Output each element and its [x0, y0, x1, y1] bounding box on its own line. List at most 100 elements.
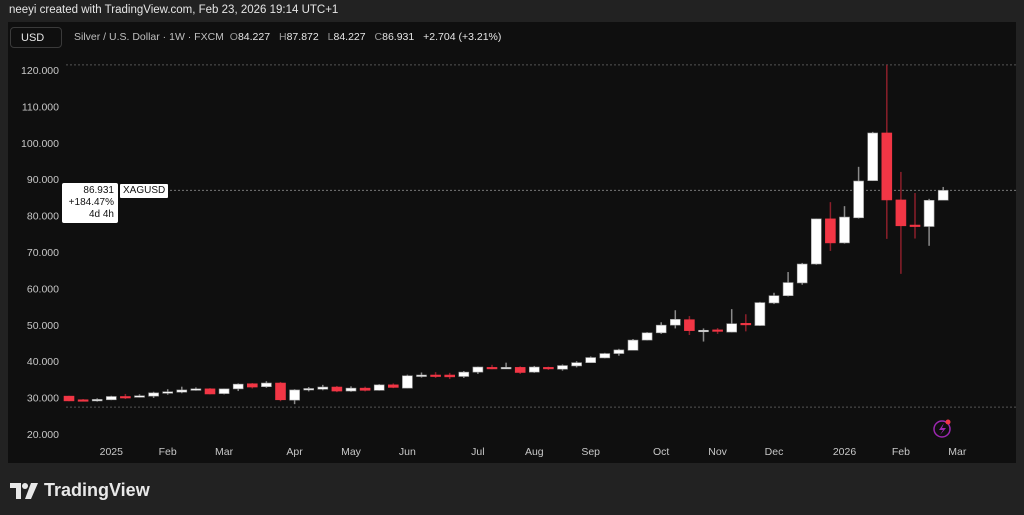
- open-label: O: [229, 31, 238, 43]
- candle-down: [712, 329, 723, 332]
- x-tick-label: Dec: [765, 446, 784, 458]
- chart-panel[interactable]: 20.000 30.000 40.000 50.000 60.000 70.000 80.0…: [8, 22, 1016, 463]
- candle-down: [77, 399, 89, 402]
- candle-up: [853, 180, 864, 219]
- y-tick-label: 110.000: [22, 101, 59, 113]
- open-value: 84.227: [237, 31, 271, 43]
- x-tick-label: Jun: [399, 446, 416, 458]
- x-tick-label: Sep: [581, 446, 600, 458]
- candle-up: [528, 366, 540, 373]
- candle-up: [571, 362, 582, 367]
- candle-down: [247, 383, 258, 388]
- candle-up: [416, 374, 427, 377]
- candle-up: [585, 357, 597, 363]
- candle-up: [345, 387, 357, 392]
- tradingview-logo-icon: [10, 482, 38, 499]
- y-tick-label: 80.000: [27, 211, 59, 223]
- candle-up: [937, 190, 949, 201]
- candle-down: [359, 387, 371, 391]
- candle-up: [148, 392, 159, 397]
- y-tick-label: 60.000: [27, 283, 59, 295]
- candle-up: [923, 200, 935, 227]
- candle-up: [867, 132, 879, 181]
- candle-up: [782, 282, 794, 296]
- candle-up: [754, 302, 766, 326]
- candle-down: [881, 132, 893, 201]
- candle-up: [500, 367, 512, 370]
- candle-down: [430, 374, 441, 377]
- candle-up: [655, 324, 667, 334]
- candle-up: [106, 396, 117, 401]
- x-tick-label: Mar: [948, 446, 967, 458]
- candle-up: [627, 339, 639, 351]
- candle-up: [839, 216, 850, 244]
- candle-up: [472, 366, 484, 373]
- candle-up: [134, 395, 145, 398]
- candle-up: [698, 329, 709, 333]
- candle-up: [613, 349, 625, 354]
- symbol-description: Silver / U.S. Dollar · 1W · FXCM: [74, 31, 224, 43]
- high-label: H: [279, 31, 287, 43]
- y-tick-label: 50.000: [27, 320, 59, 332]
- x-tick-label: Apr: [286, 446, 303, 458]
- change-percent: +184.47%: [68, 197, 114, 208]
- candle-up: [796, 263, 808, 284]
- y-tick-label: 120.000: [21, 65, 59, 77]
- low-value: 84.227: [333, 31, 366, 43]
- candle-down: [514, 367, 526, 373]
- x-tick-label: Feb: [892, 446, 910, 458]
- last-price: 86.931: [83, 185, 114, 196]
- candle-down: [444, 374, 456, 378]
- candle-down: [909, 224, 921, 227]
- candle-up: [91, 399, 103, 402]
- candle-down: [825, 218, 836, 244]
- y-tick-label: 70.000: [27, 247, 59, 259]
- x-tick-label: Jul: [471, 446, 484, 458]
- close-value: 86.931: [382, 31, 415, 43]
- candle-down: [387, 384, 399, 388]
- candle-up: [810, 218, 822, 265]
- candle-down: [275, 382, 286, 401]
- high-value: 87.872: [286, 31, 319, 43]
- x-tick-label: Oct: [653, 446, 669, 458]
- x-tick-label: Feb: [159, 446, 177, 458]
- bar-countdown: 4d 4h: [88, 209, 114, 220]
- logo-text: TradingView: [44, 480, 150, 500]
- candle-up: [641, 332, 653, 341]
- lightning-bolt-icon[interactable]: [933, 419, 951, 438]
- candle-down: [120, 396, 131, 399]
- candle-up: [162, 391, 173, 394]
- chart-credit: neeyi created with TradingView.com, Feb …: [9, 4, 339, 16]
- candle-up: [232, 383, 244, 390]
- candle-up: [218, 388, 230, 394]
- x-tick-label: Nov: [708, 446, 727, 458]
- candle-down: [63, 395, 75, 402]
- candle-up: [190, 388, 202, 391]
- last-price-label: 86.931 +184.47% 4d 4h: [62, 183, 118, 223]
- candle-down: [543, 367, 554, 370]
- candle-up: [557, 365, 568, 370]
- low-label: L: [327, 31, 334, 43]
- candle-down: [486, 367, 498, 370]
- candlestick-chart[interactable]: 20.000 30.000 40.000 50.000 60.000 70.000 80.0…: [8, 22, 1016, 463]
- currency-button[interactable]: USD: [10, 27, 62, 48]
- y-tick-label: 90.000: [27, 174, 59, 186]
- candle-up: [726, 323, 738, 333]
- candle-up: [669, 319, 681, 326]
- change-value: +2.704 (+3.21%): [423, 31, 502, 43]
- y-tick-label: 20.000: [27, 429, 59, 441]
- candle-down: [684, 319, 695, 331]
- x-tick-label: Mar: [215, 446, 234, 458]
- close-label: C: [374, 31, 383, 43]
- x-tick-label: Aug: [525, 446, 544, 458]
- symbol-tag: XAGUSD: [120, 184, 169, 198]
- candle-up: [261, 382, 272, 387]
- x-tick-label: May: [341, 446, 362, 458]
- candle-down: [740, 323, 752, 326]
- candle-up: [176, 389, 188, 393]
- candle-up: [373, 384, 385, 391]
- candle-down: [204, 388, 216, 395]
- candle-down: [895, 199, 907, 227]
- tradingview-logo[interactable]: TradingView: [10, 480, 150, 501]
- x-tick-label: 2026: [833, 446, 857, 458]
